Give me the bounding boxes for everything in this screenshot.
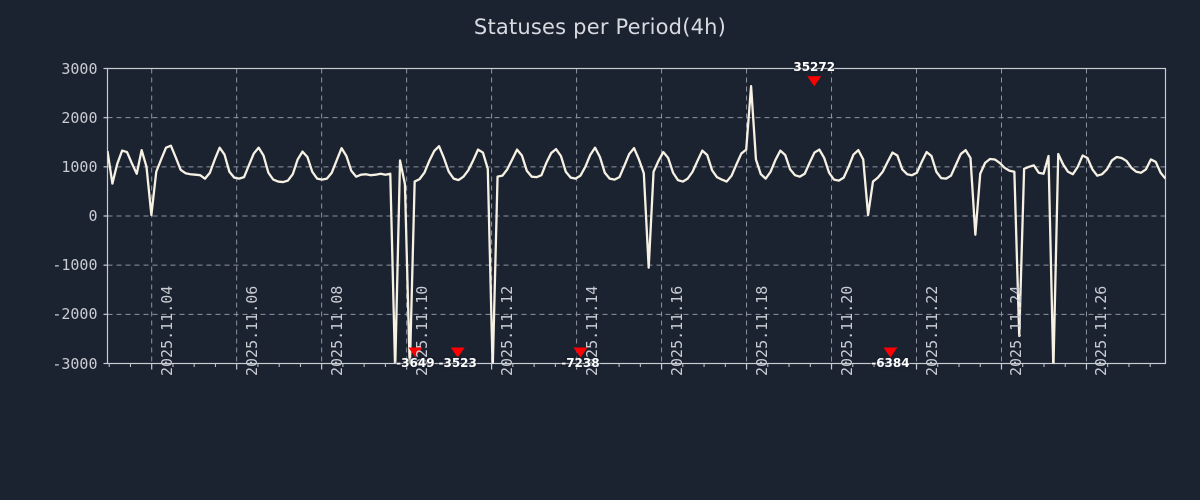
extreme-marker bbox=[450, 347, 465, 358]
extreme-value-label: 35272 bbox=[793, 60, 836, 75]
annotation-markers bbox=[408, 76, 898, 358]
extreme-marker bbox=[408, 347, 423, 358]
x-tick-label: 2025.11.20 bbox=[837, 285, 856, 376]
y-tick-label: 1000 bbox=[61, 157, 98, 176]
extreme-marker bbox=[883, 347, 898, 358]
x-tick-label: 2025.11.16 bbox=[667, 285, 686, 376]
x-tick-label: 2025.11.06 bbox=[242, 285, 261, 376]
extreme-marker bbox=[807, 76, 822, 87]
grid-lines bbox=[107, 68, 1166, 364]
y-tick-label: -1000 bbox=[52, 256, 98, 275]
axis-ticks bbox=[103, 67, 1151, 370]
y-tick-label: 2000 bbox=[61, 108, 98, 127]
extreme-value-label: -3649 bbox=[396, 355, 435, 370]
x-tick-label: 2025.11.18 bbox=[752, 285, 771, 376]
extreme-value-label: -3523 bbox=[438, 355, 477, 370]
y-tick-label: 0 bbox=[88, 207, 98, 225]
series-line-statuses-per-period bbox=[107, 85, 1166, 364]
chart-title: Statuses per Period(4h) bbox=[473, 15, 727, 39]
x-tick-label: 2025.11.24 bbox=[1007, 285, 1026, 376]
x-tick-label: 2025.11.26 bbox=[1092, 285, 1111, 376]
x-tick-label: 2025.11.08 bbox=[327, 285, 346, 376]
x-tick-label: 2025.11.04 bbox=[157, 285, 176, 376]
extreme-value-label: -6384 bbox=[871, 355, 910, 370]
x-tick-label: 2025.11.12 bbox=[497, 285, 516, 376]
y-tick-label: 3000 bbox=[61, 59, 98, 78]
x-tick-label: 2025.11.22 bbox=[922, 285, 941, 376]
y-tick-label: -2000 bbox=[52, 305, 98, 324]
y-tick-label: -3000 bbox=[52, 354, 98, 373]
extreme-value-label: -7238 bbox=[561, 355, 600, 370]
extreme-marker bbox=[573, 347, 588, 358]
